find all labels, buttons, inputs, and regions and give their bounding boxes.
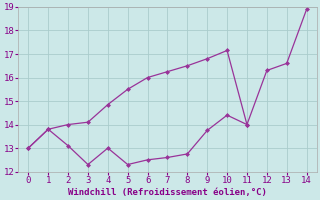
X-axis label: Windchill (Refroidissement éolien,°C): Windchill (Refroidissement éolien,°C) [68,188,267,197]
